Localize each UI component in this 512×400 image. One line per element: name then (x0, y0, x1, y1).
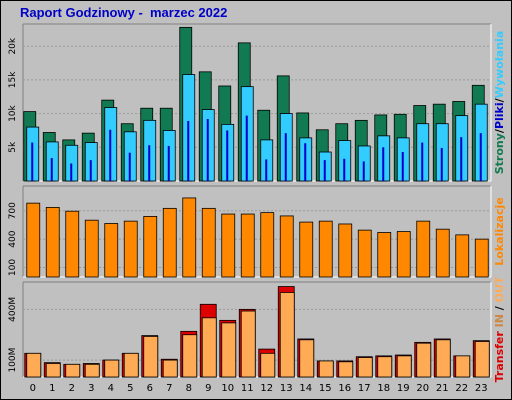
bar-lokalizacje-0 (26, 202, 41, 278)
x-tick-label: 20 (416, 383, 429, 394)
bar-out-0 (26, 352, 42, 378)
bar-lokalizacje-1 (45, 207, 60, 278)
legend-entry: Pliki (493, 102, 506, 129)
bar-lokalizacje-3 (84, 219, 99, 278)
y-tick-label: 100M (8, 348, 18, 373)
series-legend-top: Strony/Pliki/Wywołania (493, 31, 506, 175)
x-tick-label: 13 (280, 383, 293, 394)
bar-out-15 (318, 360, 334, 378)
y-tick-label: 10k (8, 104, 18, 121)
bar-lokalizacje-4 (104, 223, 119, 278)
bar-lokalizacje-22 (455, 234, 470, 278)
x-tick-label: 5 (127, 383, 133, 394)
x-tick-label: 4 (108, 383, 114, 394)
bar-lokalizacje-12 (260, 212, 275, 278)
bar-lokalizacje-6 (143, 216, 158, 278)
bar-lokalizacje-7 (162, 207, 177, 278)
x-tick-label: 11 (241, 383, 254, 394)
series-legend-bottom: Transfer IN / OUT (493, 276, 506, 382)
bar-out-7 (162, 359, 178, 378)
bar-out-13 (279, 292, 295, 378)
y-tick-label: 700 (8, 202, 18, 219)
bar-out-16 (338, 361, 354, 378)
bar-out-23 (474, 341, 490, 378)
x-tick-label: 18 (377, 383, 390, 394)
bar-out-9 (201, 317, 217, 378)
legend-entry: Lokalizacje (493, 197, 506, 265)
bar-out-12 (260, 352, 276, 378)
y-tick-label: 100 (8, 259, 18, 276)
legend-entry: OUT (493, 276, 506, 302)
bar-lokalizacje-18 (377, 232, 392, 278)
y-tick-label: 5k (8, 141, 18, 153)
x-tick-label: 21 (436, 383, 449, 394)
legend-entry: / (493, 128, 506, 133)
x-tick-label: 9 (205, 383, 211, 394)
bar-out-14 (299, 339, 315, 378)
legend-entry: Strony (493, 133, 506, 174)
x-tick-label: 7 (166, 383, 172, 394)
bar-lokalizacje-11 (240, 213, 255, 278)
x-tick-label: 6 (147, 383, 153, 394)
bar-lokalizacje-14 (299, 221, 314, 278)
bar-out-22 (455, 355, 471, 378)
bar-out-21 (435, 339, 451, 378)
panel-middle-plot-area (23, 186, 491, 277)
bar-lokalizacje-2 (65, 210, 80, 278)
chart-title: Raport Godzinowy - marzec 2022 (20, 5, 228, 20)
x-tick-label: 2 (69, 383, 75, 394)
x-tick-label: 16 (338, 383, 351, 394)
bar-out-19 (396, 355, 412, 378)
bar-lokalizacje-13 (279, 215, 294, 278)
bar-out-2 (65, 363, 81, 378)
legend-entry: / (493, 97, 506, 102)
bar-lokalizacje-21 (435, 228, 450, 278)
bar-lokalizacje-23 (474, 238, 489, 278)
y-tick-label: 20k (8, 37, 18, 54)
x-tick-label: 22 (455, 383, 468, 394)
bar-out-3 (84, 363, 100, 378)
bar-lokalizacje-16 (338, 223, 353, 278)
x-tick-label: 3 (88, 383, 94, 394)
x-tick-label: 10 (221, 383, 234, 394)
x-tick-label: 15 (319, 383, 332, 394)
series-legend-middle: Lokalizacje (493, 197, 506, 265)
y-tick-label: 400 (8, 230, 18, 247)
bar-lokalizacje-20 (416, 220, 431, 278)
bar-lokalizacje-8 (182, 197, 197, 278)
legend-entry: Transfer (493, 331, 506, 383)
x-tick-label: 12 (260, 383, 273, 394)
bar-lokalizacje-10 (221, 213, 236, 278)
bar-out-10 (221, 322, 237, 378)
y-tick-label: 400M (8, 297, 18, 322)
panel-top-plot-area (23, 24, 491, 181)
bar-out-4 (104, 359, 120, 378)
bar-out-6 (143, 336, 159, 378)
legend-entry: / (493, 302, 506, 314)
bar-lokalizacje-19 (396, 231, 411, 278)
x-tick-label: 8 (186, 383, 192, 394)
panel-bottom-plot-area (23, 282, 491, 377)
bar-lokalizacje-5 (123, 220, 138, 278)
bar-out-18 (377, 356, 393, 378)
x-tick-label: 19 (397, 383, 410, 394)
bar-lokalizacje-9 (201, 207, 216, 278)
legend-entry: Wywołania (493, 31, 506, 99)
x-tick-label: 17 (358, 383, 371, 394)
bar-out-5 (123, 352, 139, 378)
bar-out-8 (182, 334, 198, 378)
bar-out-20 (416, 342, 432, 378)
bar-out-11 (240, 310, 256, 378)
x-tick-label: 23 (475, 383, 488, 394)
x-tick-label: 1 (49, 383, 55, 394)
bar-lokalizacje-17 (357, 229, 372, 278)
bar-out-17 (357, 357, 373, 378)
x-tick-label: 0 (30, 383, 36, 394)
y-tick-label: 15k (8, 71, 18, 88)
legend-entry: IN (493, 314, 506, 331)
bar-out-1 (45, 363, 61, 378)
x-tick-label: 14 (299, 383, 312, 394)
bar-lokalizacje-15 (318, 220, 333, 278)
